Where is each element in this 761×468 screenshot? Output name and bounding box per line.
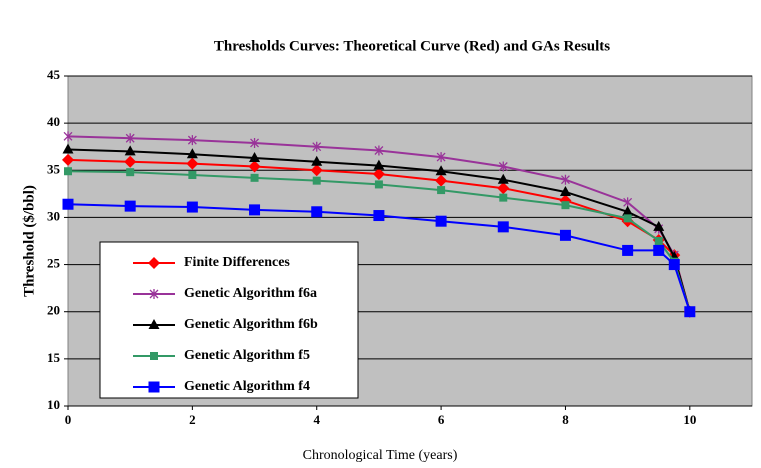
data-point bbox=[64, 167, 72, 176]
data-point bbox=[124, 145, 136, 156]
data-point bbox=[186, 157, 199, 170]
data-point bbox=[312, 176, 321, 185]
data-point bbox=[654, 237, 663, 245]
data-point bbox=[435, 174, 448, 187]
data-point bbox=[374, 145, 384, 156]
data-point bbox=[373, 210, 385, 222]
y-tick-label: 40 bbox=[47, 114, 60, 129]
data-point bbox=[372, 168, 385, 181]
data-point bbox=[248, 160, 261, 173]
legend-label: Genetic Algorithm f6a bbox=[184, 286, 317, 301]
legend-marker bbox=[148, 257, 160, 269]
data-point bbox=[622, 244, 634, 256]
data-point bbox=[126, 168, 135, 177]
x-tick-label: 8 bbox=[562, 412, 569, 427]
data-point bbox=[188, 171, 197, 179]
data-point bbox=[653, 220, 665, 231]
data-point bbox=[497, 173, 509, 184]
data-point bbox=[374, 180, 383, 189]
data-point bbox=[373, 159, 385, 170]
data-point bbox=[311, 155, 323, 166]
legend-box bbox=[99, 241, 359, 399]
data-point bbox=[653, 244, 665, 256]
data-point bbox=[186, 148, 198, 159]
data-point bbox=[125, 133, 135, 144]
y-tick-label: 35 bbox=[47, 161, 61, 176]
y-axis-label: Threshold ($/bbl) bbox=[21, 185, 37, 297]
data-point bbox=[437, 186, 446, 195]
x-tick-label: 6 bbox=[438, 412, 445, 427]
data-point bbox=[497, 221, 509, 233]
y-tick-label: 15 bbox=[47, 350, 61, 365]
data-point bbox=[498, 161, 508, 172]
chart-title: Thresholds Curves: Theoretical Curve (Re… bbox=[214, 38, 610, 54]
y-tick-label: 25 bbox=[47, 256, 61, 271]
data-point bbox=[436, 152, 446, 163]
data-point bbox=[312, 141, 322, 152]
data-point bbox=[63, 131, 73, 142]
data-point bbox=[435, 165, 447, 176]
legend-label: Genetic Algorithm f4 bbox=[184, 379, 310, 394]
y-tick-label: 30 bbox=[47, 208, 60, 223]
data-point bbox=[499, 193, 508, 202]
legend-marker bbox=[150, 352, 158, 360]
data-point bbox=[124, 200, 136, 212]
data-point bbox=[311, 206, 323, 218]
data-point bbox=[561, 201, 570, 210]
legend-label: Finite Differences bbox=[184, 255, 290, 270]
data-point bbox=[684, 306, 696, 318]
data-point bbox=[186, 201, 198, 213]
data-point bbox=[559, 229, 571, 241]
data-point bbox=[623, 197, 633, 208]
data-point bbox=[623, 214, 632, 223]
data-point bbox=[62, 153, 74, 166]
legend-marker bbox=[148, 381, 160, 393]
data-point bbox=[62, 143, 74, 154]
x-tick-label: 0 bbox=[65, 412, 72, 427]
data-point bbox=[124, 155, 137, 168]
data-point bbox=[250, 173, 259, 182]
x-tick-label: 4 bbox=[313, 412, 320, 427]
data-point bbox=[250, 137, 260, 148]
data-point bbox=[249, 152, 261, 163]
data-point bbox=[187, 135, 197, 146]
y-tick-label: 10 bbox=[47, 397, 60, 412]
data-point bbox=[622, 205, 634, 216]
data-point bbox=[560, 174, 570, 185]
x-tick-label: 2 bbox=[189, 412, 196, 427]
legend-marker bbox=[149, 289, 159, 299]
legend-label: Genetic Algorithm f6b bbox=[184, 317, 318, 332]
data-point bbox=[668, 259, 680, 271]
data-point bbox=[310, 164, 323, 177]
data-point bbox=[249, 204, 261, 216]
y-tick-label: 20 bbox=[47, 303, 60, 318]
legend-label: Genetic Algorithm f5 bbox=[184, 348, 310, 363]
data-point bbox=[435, 215, 447, 227]
x-axis-label: Chronological Time (years) bbox=[303, 448, 458, 463]
data-point bbox=[559, 185, 571, 196]
y-tick-label: 45 bbox=[47, 67, 61, 82]
legend-marker bbox=[148, 319, 160, 329]
data-point bbox=[497, 182, 510, 195]
data-point bbox=[62, 198, 74, 210]
x-tick-label: 10 bbox=[683, 412, 696, 427]
